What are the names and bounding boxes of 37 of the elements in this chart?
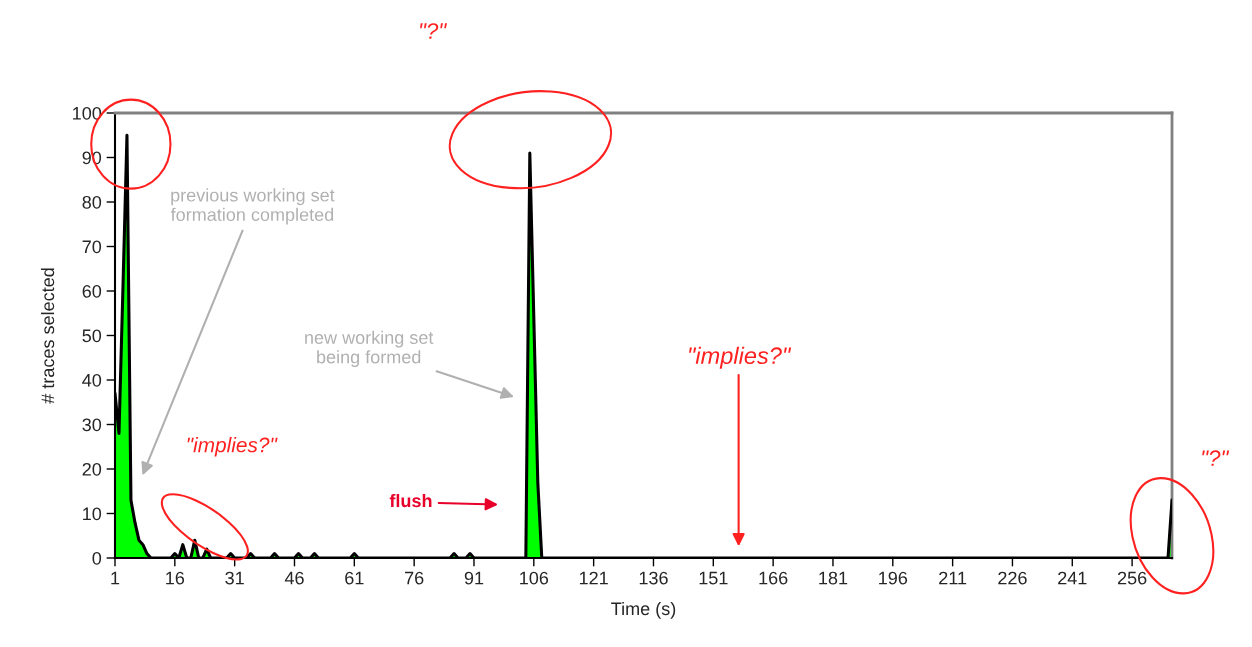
x-tick-label: 121 <box>579 571 608 585</box>
y-tick-label: 40 <box>82 373 102 387</box>
x-tick-label: 1 <box>111 571 120 585</box>
x-tick-label: 136 <box>639 571 668 585</box>
x-tick-label: 241 <box>1058 571 1087 585</box>
x-tick-label: 31 <box>225 571 244 585</box>
annotation: new working set being formed <box>305 330 434 367</box>
y-tick-label: 80 <box>82 195 102 209</box>
annotation: flush <box>389 493 432 508</box>
x-tick-label: 151 <box>699 571 728 585</box>
y-tick-label: 20 <box>82 462 102 476</box>
y-tick-label: 0 <box>92 551 102 565</box>
annotation: "implies?" <box>689 346 792 369</box>
x-axis-title: Time (s) <box>611 601 676 619</box>
x-tick-label: 61 <box>345 571 364 585</box>
x-tick-label: 46 <box>284 571 304 585</box>
x-tick-label: 226 <box>998 571 1027 585</box>
text: "?" <box>1202 450 1230 466</box>
x-tick-label: 181 <box>819 571 848 585</box>
x-tick-label: 256 <box>1117 571 1147 585</box>
y-tick-label: 50 <box>82 329 102 343</box>
y-axis-title: # traces selected <box>40 268 55 404</box>
y-tick-label: 60 <box>82 284 102 298</box>
x-tick-label: 76 <box>405 571 424 585</box>
x-tick-label: 16 <box>166 571 185 585</box>
x-tick-label: 196 <box>879 571 908 585</box>
x-tick-label: 166 <box>759 571 788 585</box>
y-tick-label: 10 <box>83 507 102 521</box>
y-tick-label: 100 <box>73 106 102 120</box>
annotation: previous working set formation completed <box>170 188 335 225</box>
y-tick-label: 30 <box>82 418 102 432</box>
annotation: "implies?" <box>187 437 278 457</box>
x-tick-label: 91 <box>464 571 484 585</box>
x-tick-label: 211 <box>939 571 967 585</box>
x-tick-label: 106 <box>520 571 549 585</box>
text: "?" <box>420 23 447 39</box>
y-tick-label: 70 <box>82 240 102 254</box>
